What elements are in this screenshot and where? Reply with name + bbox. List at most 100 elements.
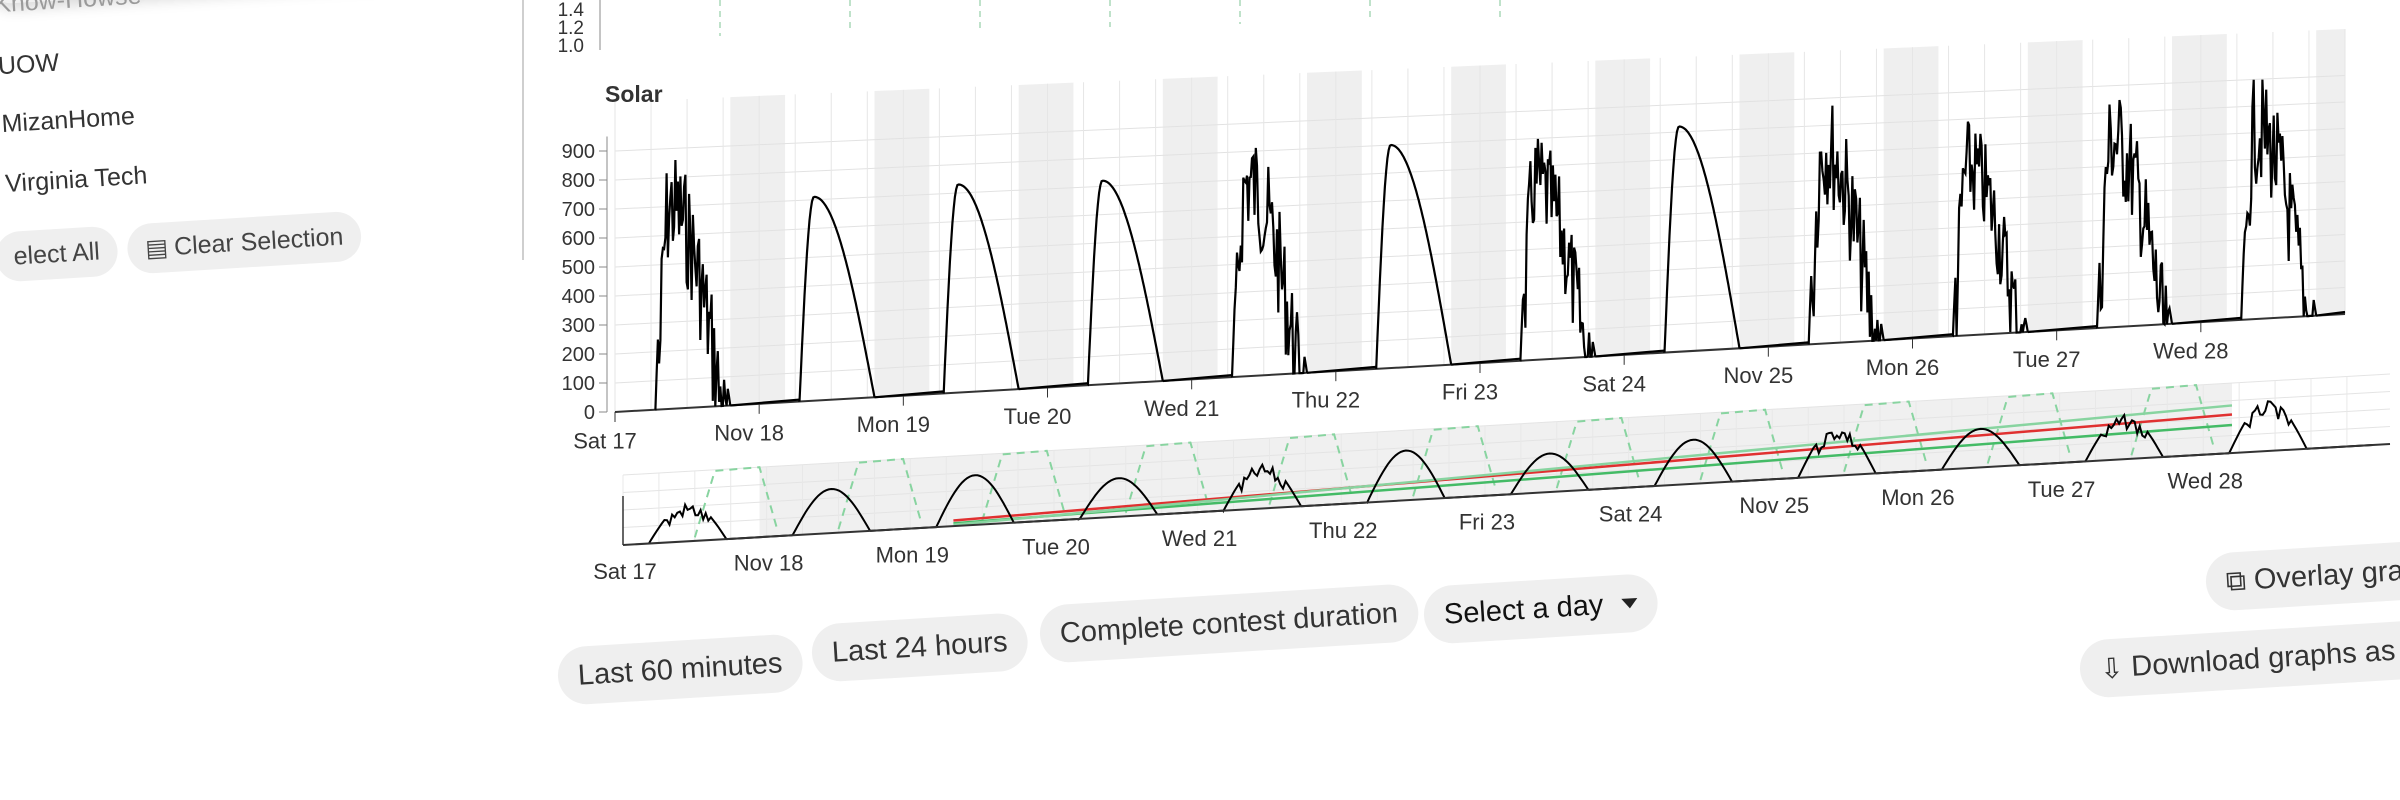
navigator-dashed-series — [1843, 400, 1928, 472]
last-60-minutes-label: Last 60 minutes — [576, 646, 784, 692]
solar-day-curve — [942, 183, 1020, 394]
top-chart-fragment: 1.41.21.0 — [558, 0, 1501, 57]
navigator-x-tick-label: Nov 25 — [1739, 493, 1809, 518]
x-tick-label: Wed 28 — [2153, 339, 2228, 364]
overlay-graphs-label: Overlay gra — [2252, 554, 2400, 596]
night-band — [1595, 58, 1651, 357]
navigator-x-tick-label: Nov 18 — [734, 551, 804, 576]
navigator-solar-curve — [2228, 400, 2308, 454]
solar-chart: 0 100 200 300 400 500 600 700 800 900 Solar Sat 17 N… — [562, 29, 2346, 454]
solar-day-curve — [798, 195, 876, 403]
x-tick-label: Mon 26 — [1866, 355, 1939, 380]
navigator-x-tick-label: Mon 19 — [876, 542, 949, 567]
y-tick-label: 800 — [562, 170, 595, 192]
navigator-x-tick-label: Tue 27 — [2028, 477, 2096, 502]
x-tick-label: Nov 25 — [1723, 363, 1793, 388]
navigator-lightgreen-line — [953, 404, 2233, 526]
solar-day-curve — [1230, 147, 1309, 378]
night-band — [1018, 82, 1074, 390]
navigator-dashed-series — [1699, 408, 1785, 481]
navigator-dashed-series — [837, 457, 923, 530]
x-tick-label: Tue 20 — [1004, 404, 1072, 429]
navigator-x-tick-label: Tue 20 — [1022, 534, 1090, 559]
night-band — [1162, 76, 1218, 381]
solar-zero-segment — [1162, 373, 1233, 383]
night-band — [730, 94, 786, 406]
night-band — [874, 88, 930, 398]
navigator-green-line — [953, 423, 2233, 525]
x-tick-label: Sat 24 — [1582, 371, 1646, 396]
x-tick-label: Sat 17 — [573, 429, 637, 454]
navigator-dashed-series — [693, 466, 779, 538]
x-tick-label: Mon 19 — [857, 412, 930, 437]
x-tick-label: Wed 21 — [1144, 396, 1219, 421]
navigator-solar-curve — [1796, 430, 1877, 479]
night-band — [1883, 46, 1939, 341]
navigator-solar-curve — [648, 501, 728, 545]
x-tick-label: Fri 23 — [1442, 380, 1498, 405]
solar-zero-segment — [1306, 365, 1377, 374]
navigator-chart[interactable]: Sat 17 Nov 18 Mon 19 Tue 20 Wed 21 Thu 22 Fri … — [593, 373, 2391, 584]
y-tick-label: 300 — [562, 315, 595, 337]
navigator-x-tick-label: Fri 23 — [1459, 510, 1515, 535]
solar-zero-segment — [1739, 341, 1809, 350]
navigator-x-tick-label: Sat 17 — [593, 559, 657, 584]
navigator-x-tick-label: Sat 24 — [1599, 501, 1663, 526]
solar-zero-segment — [2027, 324, 2098, 334]
y-tick-label: 900 — [562, 141, 595, 163]
night-band — [1451, 64, 1506, 365]
solar-day-curve — [1951, 121, 2029, 338]
top-ytick-label: 1.2 — [558, 18, 584, 39]
solar-day-curve — [654, 159, 732, 411]
solar-zero-segment — [2171, 316, 2242, 325]
y-tick-label: 700 — [562, 199, 595, 221]
y-tick-label: 400 — [562, 286, 595, 308]
navigator-dashed-series — [1124, 441, 1210, 514]
solar-day-curve — [2240, 79, 2318, 320]
last-24-hours-label: Last 24 hours — [830, 625, 1009, 669]
navigator-solar-curve — [2083, 412, 2164, 463]
solar-zero-segment — [1595, 349, 1665, 358]
navigator-x-tick-label: Thu 22 — [1309, 518, 1378, 543]
navigator-solar-curve — [1940, 427, 2021, 471]
caret-down-icon — [1620, 597, 1638, 609]
x-tick-label: Nov 18 — [714, 420, 784, 445]
solar-zero-segment — [2316, 310, 2346, 317]
solar-day-curve — [1519, 138, 1597, 362]
navigator-solar-curve — [1222, 462, 1302, 514]
solar-day-curve — [1663, 125, 1741, 354]
navigator-dashed-series — [981, 449, 1066, 522]
navigator-dashed-series — [1986, 392, 2072, 464]
download-icon: ⇩ — [2099, 651, 2125, 685]
navigator-x-tick-label: Wed 28 — [2168, 469, 2243, 494]
navigator-solar-curve — [1077, 477, 1159, 521]
complete-contest-label: Complete contest duration — [1058, 596, 1399, 650]
y-tick-label: 500 — [562, 257, 595, 279]
chart-title: Solar — [605, 81, 663, 107]
sidebar-divider — [522, 0, 524, 260]
solar-zero-segment — [1451, 357, 1521, 366]
navigator-x-axis — [622, 443, 2391, 546]
night-band — [1307, 70, 1362, 373]
y-tick-label: 100 — [562, 373, 595, 395]
night-band — [1739, 52, 1795, 349]
navigator-solar-curve — [1653, 438, 1733, 487]
solar-day-curve — [1807, 105, 1885, 345]
solar-zero-segment — [1018, 382, 1088, 391]
solar-day-curve — [1375, 143, 1453, 369]
y-tick-label: 200 — [562, 344, 595, 366]
night-band — [2027, 40, 2083, 332]
navigator-x-tick-label: Mon 26 — [1881, 485, 1954, 510]
top-ytick-label: 1.0 — [558, 36, 584, 57]
navigator-solar-curve — [1509, 452, 1590, 495]
navigator-solar-curve — [935, 474, 1015, 529]
top-ytick-label: 1.4 — [558, 0, 585, 21]
navigator-solar-curve — [1366, 449, 1446, 505]
x-tick-label: Thu 22 — [1292, 388, 1361, 413]
solar-zero-segment — [730, 398, 800, 407]
navigator-solar-curve — [791, 487, 871, 537]
night-band — [2172, 33, 2227, 324]
solar-day-curve — [2095, 99, 2174, 329]
navigator-x-tick-label: Wed 21 — [1162, 526, 1237, 551]
select-a-day-label: Select a day — [1442, 588, 1605, 631]
